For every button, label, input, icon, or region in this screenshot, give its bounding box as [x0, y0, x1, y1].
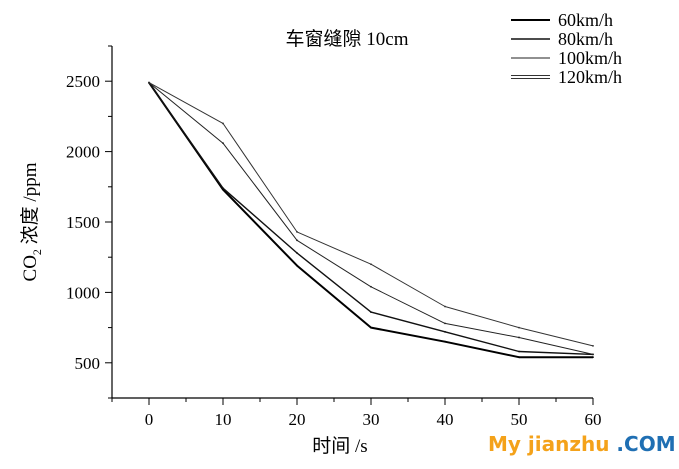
legend-label: 100km/h: [558, 48, 622, 68]
data-point: [592, 356, 594, 359]
data-point: [296, 264, 298, 267]
legend-label: 80km/h: [558, 29, 613, 49]
x-tick-label: 0: [145, 410, 154, 429]
y-tick-label: 1000: [66, 283, 100, 302]
y-axis-label-main: CO: [20, 255, 41, 281]
svg-text:CO2 浓度 /ppm: CO2 浓度 /ppm: [19, 162, 44, 281]
y-tick-label: 2000: [66, 143, 100, 162]
y-axis-label-rest: 浓度 /ppm: [19, 162, 41, 249]
series-line-60km/h: [148, 82, 593, 359]
x-tick-label: 50: [511, 410, 528, 429]
data-point: [296, 239, 298, 242]
legend-label: 120km/h: [558, 67, 622, 87]
data-point: [222, 187, 224, 190]
data-point: [518, 336, 520, 339]
y-tick-label: 2500: [66, 72, 100, 91]
x-tick-label: 20: [289, 410, 306, 429]
axes: 0 10 20 30 40 50 60 500 1000 1500 2000 2500: [66, 45, 602, 429]
y-axis-label: CO2 浓度 /ppm: [19, 162, 44, 281]
x-tick-label: 10: [215, 410, 232, 429]
data-point: [444, 340, 446, 343]
x-tick-label: 60: [585, 410, 602, 429]
data-point: [370, 285, 372, 288]
x-tick-label: 30: [363, 410, 380, 429]
series-line-80km/h: [148, 82, 594, 356]
data-point: [592, 353, 594, 356]
data-point: [370, 326, 372, 329]
data-point: [370, 311, 372, 314]
data-point: [444, 330, 446, 333]
series-line-100km/h: [148, 82, 594, 355]
chart-title: 车窗缝隙 10cm: [286, 28, 409, 50]
data-point: [518, 350, 520, 353]
data-point: [222, 142, 224, 145]
data-point: [296, 252, 298, 254]
data-point: [370, 263, 372, 266]
data-point: [222, 122, 224, 125]
data-point: [518, 356, 520, 359]
data-point: [296, 230, 298, 233]
x-axis-label: 时间 /s: [312, 435, 367, 457]
y-tick-label: 1500: [66, 213, 100, 232]
data-point: [518, 326, 520, 329]
legend-label: 60km/h: [558, 10, 613, 30]
x-tick-label: 40: [437, 410, 454, 429]
watermark-logo: My jianzhu .COM: [488, 432, 676, 456]
series-lines: [148, 81, 594, 359]
data-point: [444, 305, 446, 308]
y-axis-label-subscript: 2: [30, 249, 44, 255]
y-tick-label: 500: [75, 354, 101, 373]
data-point: [148, 81, 150, 84]
data-point: [444, 322, 446, 325]
series-line-120km/h: [148, 82, 594, 347]
data-point: [592, 345, 594, 347]
